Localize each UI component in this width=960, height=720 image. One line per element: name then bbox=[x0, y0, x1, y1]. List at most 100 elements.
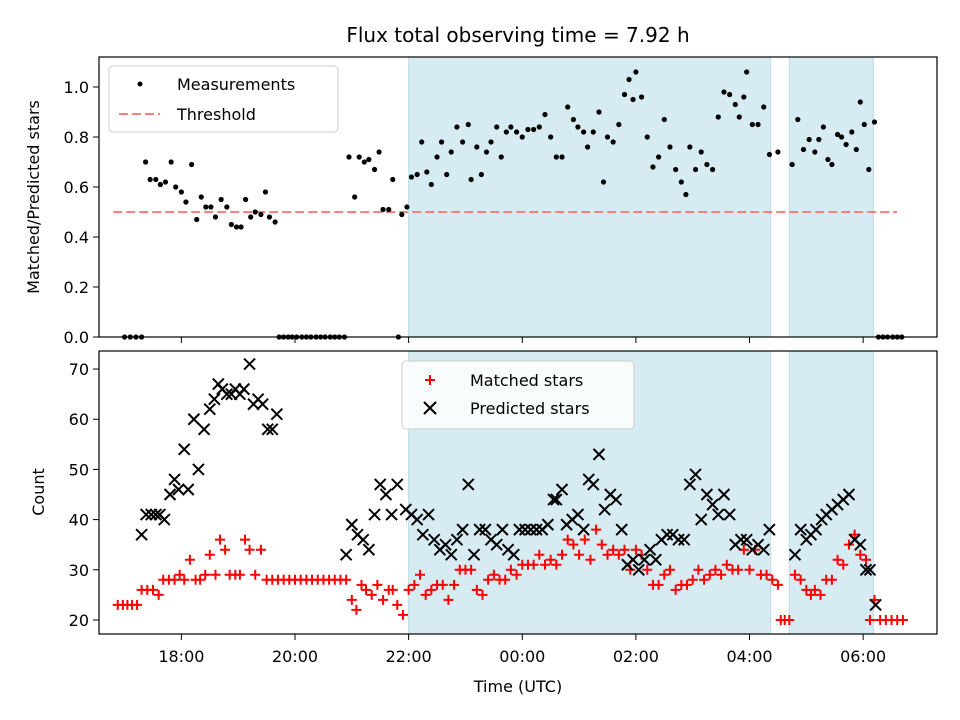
matched-point-68 bbox=[477, 589, 488, 600]
predicted-point-118 bbox=[854, 538, 867, 551]
matched-point-16 bbox=[195, 574, 206, 585]
matched-point-63 bbox=[449, 579, 460, 590]
measurement-point-102 bbox=[630, 96, 636, 103]
measurement-point-18 bbox=[212, 214, 219, 220]
matched-point-129 bbox=[815, 589, 826, 600]
predicted-point-27 bbox=[261, 423, 274, 436]
measurement-point-78 bbox=[503, 129, 509, 135]
measurement-point-10 bbox=[173, 184, 179, 190]
matched-point-109 bbox=[710, 564, 721, 575]
legend-label-predicted: Predicted stars bbox=[470, 399, 590, 418]
measurement-point-120 bbox=[727, 91, 733, 98]
measurement-point-135 bbox=[816, 136, 822, 143]
measurement-point-49 bbox=[361, 159, 367, 165]
top-ytick-label-3: 0.6 bbox=[64, 178, 89, 197]
measurement-point-27 bbox=[258, 211, 264, 218]
matched-point-125 bbox=[795, 574, 806, 585]
measurement-point-64 bbox=[434, 154, 440, 160]
matched-point-136 bbox=[855, 549, 866, 560]
predicted-point-6 bbox=[163, 488, 177, 501]
predicted-point-60 bbox=[513, 523, 526, 536]
predicted-point-51 bbox=[462, 478, 475, 491]
bottom-ytick-label-2: 40 bbox=[69, 511, 89, 530]
matched-point-46 bbox=[356, 579, 367, 590]
matched-point-137 bbox=[860, 554, 871, 565]
matched-point-99 bbox=[653, 579, 664, 590]
matched-point-54 bbox=[397, 609, 408, 620]
predicted-point-89 bbox=[672, 533, 685, 546]
matched-point-58 bbox=[420, 589, 431, 600]
measurement-point-130 bbox=[789, 161, 795, 168]
measurement-point-23 bbox=[238, 224, 244, 230]
predicted-point-81 bbox=[626, 553, 640, 566]
matched-point-47 bbox=[361, 584, 372, 595]
measurement-point-139 bbox=[834, 131, 841, 138]
measurement-point-103 bbox=[633, 69, 639, 75]
predicted-point-29 bbox=[270, 408, 284, 421]
bottom-shaded-span-1 bbox=[788, 350, 874, 635]
matched-point-102 bbox=[670, 584, 681, 595]
xtick-label-3: 00:00 bbox=[499, 647, 545, 666]
measurement-point-87 bbox=[553, 154, 559, 160]
measurement-point-140 bbox=[838, 134, 845, 140]
matched-point-91 bbox=[608, 544, 619, 555]
measurement-point-74 bbox=[483, 149, 490, 155]
xtick-label-0: 18:00 bbox=[158, 647, 204, 666]
measurement-point-52 bbox=[376, 149, 382, 155]
measurement-point-99 bbox=[616, 121, 622, 128]
measurement-point-47 bbox=[352, 194, 358, 200]
measurement-point-118 bbox=[715, 114, 721, 120]
measurement-point-131 bbox=[795, 116, 801, 123]
predicted-point-33 bbox=[356, 533, 370, 546]
matched-point-84 bbox=[568, 539, 579, 550]
predicted-point-31 bbox=[345, 518, 359, 531]
bottom-legend-box bbox=[401, 360, 635, 430]
matched-point-97 bbox=[642, 564, 653, 575]
predicted-point-28 bbox=[266, 423, 279, 436]
measurement-point-115 bbox=[698, 149, 704, 155]
xtick-label-2: 22:00 bbox=[386, 647, 432, 666]
matched-point-93 bbox=[619, 544, 630, 555]
predicted-point-119 bbox=[859, 563, 873, 576]
matched-point-127 bbox=[805, 589, 816, 600]
measurement-point-106 bbox=[650, 164, 656, 170]
predicted-point-84 bbox=[643, 543, 657, 556]
matched-point-86 bbox=[579, 534, 590, 545]
predicted-point-68 bbox=[555, 483, 569, 496]
predicted-point-10 bbox=[181, 483, 195, 496]
predicted-point-23 bbox=[243, 357, 256, 371]
matched-point-28 bbox=[255, 544, 266, 555]
predicted-point-43 bbox=[416, 528, 430, 541]
matched-point-7 bbox=[147, 584, 158, 595]
predicted-point-79 bbox=[615, 523, 628, 536]
matched-point-57 bbox=[414, 569, 425, 580]
predicted-point-105 bbox=[763, 523, 776, 536]
measurement-point-17 bbox=[208, 204, 214, 210]
matched-point-115 bbox=[744, 564, 755, 575]
measurement-point-146 bbox=[866, 166, 872, 173]
matched-point-123 bbox=[784, 614, 795, 625]
matched-point-45 bbox=[351, 604, 362, 615]
predicted-point-83 bbox=[638, 553, 651, 566]
chart-title: Flux total observing time = 7.92 h bbox=[346, 23, 689, 47]
measurement-point-121 bbox=[732, 101, 738, 108]
predicted-point-75 bbox=[592, 448, 606, 461]
predicted-point-98 bbox=[723, 508, 736, 521]
measurement-point-127 bbox=[761, 104, 767, 110]
measurement-point-20 bbox=[224, 204, 230, 210]
measurement-point-119 bbox=[721, 89, 727, 95]
top-axis-ticks: 0.0 0.2 0.4 0.6 0.8 1.0 bbox=[64, 78, 864, 347]
measurement-point-123 bbox=[741, 94, 747, 100]
measurement-point-93 bbox=[584, 144, 591, 150]
matched-point-17 bbox=[200, 569, 211, 580]
measurement-point-60 bbox=[414, 171, 420, 178]
matched-point-111 bbox=[721, 559, 732, 570]
measurement-point-112 bbox=[683, 191, 689, 198]
measurement-point-98 bbox=[610, 139, 616, 145]
measurement-point-5 bbox=[147, 176, 153, 183]
top-legend: Measurements Threshold bbox=[108, 65, 339, 133]
predicted-point-45 bbox=[427, 533, 441, 546]
measurement-points bbox=[121, 69, 905, 340]
measurement-point-95 bbox=[596, 109, 602, 115]
matched-point-80 bbox=[545, 554, 556, 565]
